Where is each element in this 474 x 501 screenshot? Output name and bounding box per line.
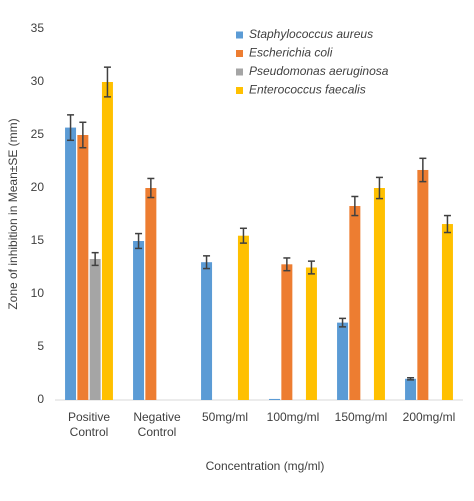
bar	[237, 235, 249, 400]
bar	[65, 127, 77, 400]
bar	[269, 398, 281, 400]
bar	[89, 259, 101, 400]
bar	[417, 169, 429, 400]
bar	[281, 264, 293, 400]
legend-label: Enterococcus faecalis	[249, 83, 366, 97]
error-bar	[419, 157, 427, 183]
error-bar	[375, 176, 383, 200]
error-bar	[135, 232, 143, 250]
error-bar	[351, 195, 359, 217]
error-bar	[79, 121, 87, 149]
error-bar	[407, 376, 415, 381]
error-bar	[67, 114, 75, 142]
bar	[373, 188, 385, 400]
legend-swatch	[236, 31, 243, 39]
x-tick-label: Positive Control	[67, 410, 111, 439]
y-axis-label: Zone of inhibition in Mean±SE (mm)	[6, 118, 20, 309]
y-tick-label: 5	[37, 339, 44, 353]
error-bar	[307, 260, 315, 275]
y-tick-label: 10	[31, 286, 45, 300]
x-axis-label: Concentration (mg/ml)	[206, 459, 325, 473]
error-bar	[239, 227, 247, 244]
bar	[305, 267, 317, 400]
error-bar	[283, 257, 291, 272]
legend-label: Escherichia coli	[249, 46, 333, 60]
error-bar	[147, 177, 155, 199]
bar	[349, 206, 361, 400]
bar	[77, 135, 89, 400]
bar	[337, 322, 349, 400]
legend-label: Pseudomonas aeruginosa	[249, 64, 389, 78]
x-tick-label: 200mg/ml	[402, 410, 456, 424]
x-tick-label: 50mg/ml	[201, 410, 248, 424]
y-tick-label: 0	[37, 392, 44, 406]
error-bar	[103, 66, 111, 98]
y-tick-label: 30	[31, 74, 45, 88]
bar	[133, 241, 145, 400]
x-tick-label: Negative Control	[133, 410, 181, 439]
bar	[145, 188, 157, 400]
y-tick-label: 25	[31, 127, 45, 141]
y-tick-label: 35	[31, 21, 45, 35]
error-bar	[443, 214, 451, 234]
legend-swatch	[236, 68, 243, 76]
bar	[441, 224, 453, 400]
legend-label: Staphylococcus aureus	[249, 27, 373, 41]
x-tick-label: 150mg/ml	[334, 410, 388, 424]
error-bar	[339, 317, 347, 328]
legend-swatch	[236, 87, 243, 94]
x-tick-label: 100mg/ml	[266, 410, 320, 424]
error-bar	[203, 255, 211, 270]
y-tick-label: 20	[31, 180, 45, 194]
y-tick-label: 15	[31, 233, 45, 247]
legend-swatch	[236, 50, 243, 57]
bar	[405, 378, 417, 400]
error-bar	[91, 251, 99, 267]
bar	[101, 82, 113, 400]
bar	[201, 262, 213, 400]
